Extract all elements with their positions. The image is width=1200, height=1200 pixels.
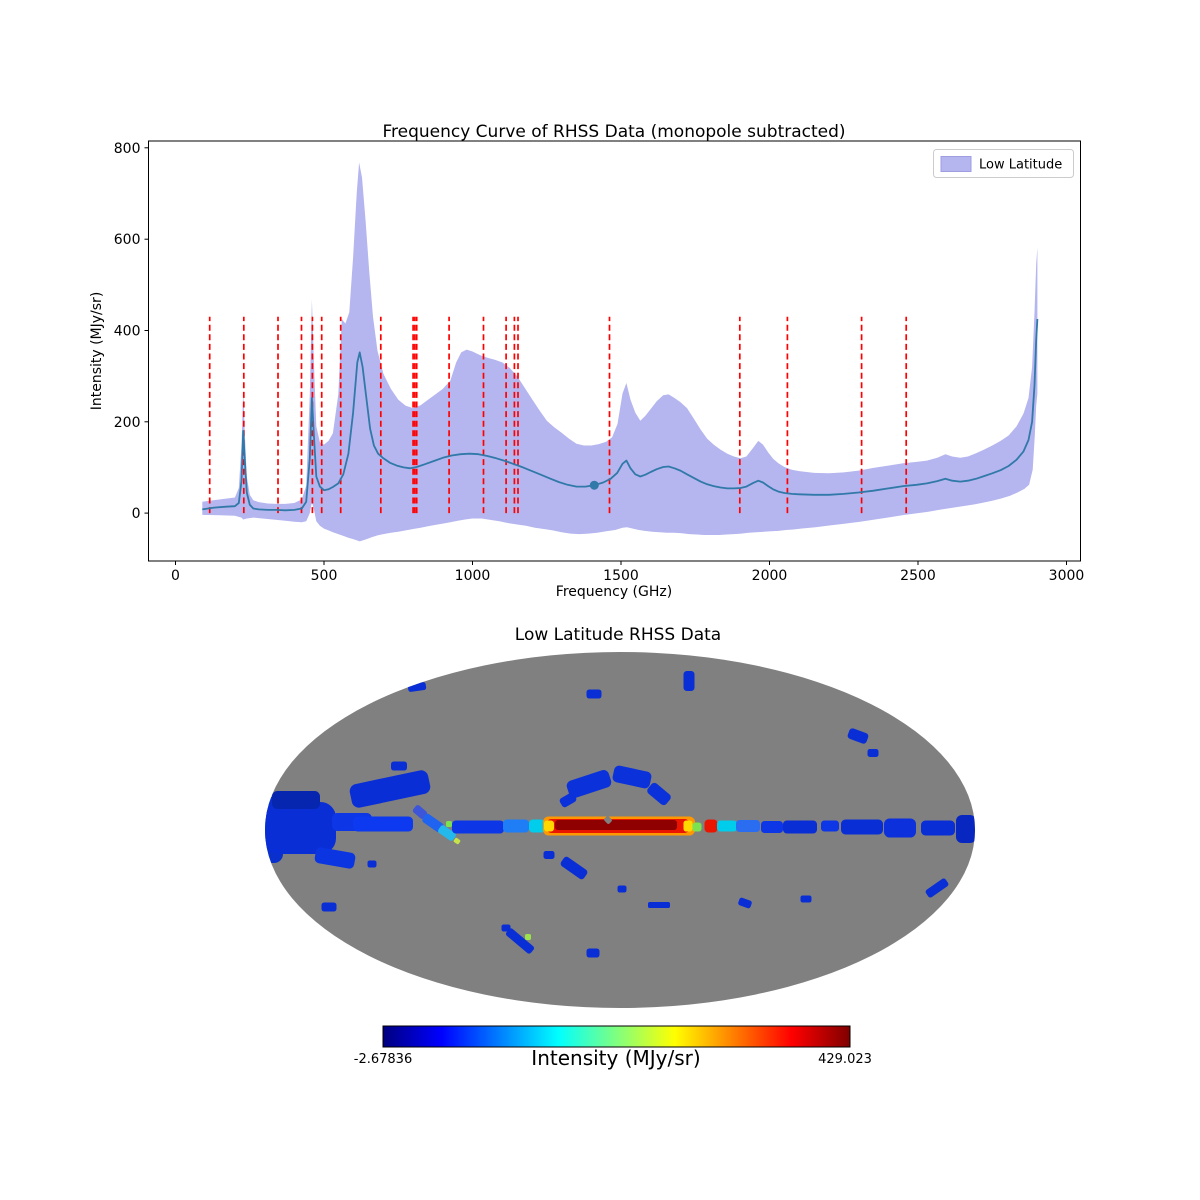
x-tick-label: 0 — [171, 568, 180, 584]
map-cell — [452, 820, 504, 834]
x-tick-label: 1000 — [455, 568, 491, 584]
sky-map-plot — [265, 652, 975, 1048]
map-cell — [925, 878, 949, 898]
x-tick-label: 500 — [311, 568, 338, 584]
colorbar-title: Intensity (MJy/sr) — [531, 1046, 701, 1070]
map-cell — [704, 819, 718, 833]
map-cell — [446, 821, 452, 827]
map-cell — [438, 825, 456, 841]
map-cell — [841, 819, 883, 835]
map-cell — [272, 791, 320, 809]
map-cell — [867, 749, 879, 757]
selected-frequency-marker — [589, 480, 599, 490]
x-tick-label: 2500 — [900, 568, 936, 584]
map-cell — [612, 765, 652, 789]
y-tick-label: 800 — [114, 141, 141, 157]
x-tick-label: 3000 — [1049, 568, 1085, 584]
map-cell — [800, 895, 812, 903]
map-cell — [559, 792, 577, 808]
map-cell — [503, 819, 529, 833]
map-cell — [566, 770, 612, 798]
top-plot: 0 500 1000 1500 2000 2500 3000 0 200 400 600 800 — [114, 140, 1085, 584]
map-cell — [505, 928, 535, 954]
colorbar-min-label: -2.67836 — [353, 1052, 413, 1067]
axes-frame — [148, 140, 1081, 562]
map-cell — [314, 847, 356, 869]
legend: Low Latitude — [933, 149, 1074, 178]
map-title: Low Latitude RHSS Data — [514, 625, 722, 645]
map-cell — [936, 743, 946, 751]
map-cell — [717, 820, 737, 832]
top-y-axis-label: Intensity (MJy/sr) — [89, 291, 105, 411]
map-cell — [821, 820, 839, 832]
uncertainty-band — [202, 162, 1038, 542]
map-cell — [884, 818, 916, 838]
map-cell — [736, 820, 760, 832]
legend-swatch — [940, 156, 972, 172]
y-tick-label: 200 — [114, 415, 141, 431]
map-cell — [761, 821, 783, 833]
map-cell — [555, 820, 677, 830]
map-cell — [353, 816, 413, 832]
map-cell — [907, 700, 927, 718]
y-tick-label: 0 — [132, 506, 141, 522]
map-cell — [783, 820, 817, 834]
colorbar — [382, 1025, 851, 1048]
map-cell — [349, 770, 431, 808]
map-cell — [501, 924, 511, 932]
map-cell — [648, 902, 670, 908]
map-cell — [956, 815, 975, 843]
map-cell — [683, 820, 693, 832]
map-cell — [921, 820, 955, 836]
map-cell — [604, 816, 612, 824]
map-cell — [453, 837, 461, 845]
map-cell — [617, 885, 627, 893]
top-chart-title: Frequency Curve of RHSS Data (monopole s… — [382, 122, 846, 142]
map-cell — [847, 728, 869, 744]
map-cell — [544, 820, 554, 832]
map-cell — [422, 813, 444, 833]
map-cell — [412, 805, 428, 819]
map-cell — [321, 902, 337, 912]
y-tick-label: 400 — [114, 324, 141, 340]
map-cell — [738, 897, 752, 909]
map-cell — [529, 819, 545, 833]
map-cell — [586, 948, 600, 958]
legend-label: Low Latitude — [979, 158, 1062, 173]
map-cell — [683, 671, 695, 691]
map-cell — [543, 851, 555, 859]
colorbar-max-label: 429.023 — [818, 1052, 872, 1067]
map-cell — [647, 782, 671, 806]
x-tick-label: 1500 — [603, 568, 639, 584]
y-tick-label: 600 — [114, 232, 141, 248]
map-cell — [586, 689, 602, 699]
map-cell — [367, 860, 377, 868]
map-cell — [391, 761, 407, 771]
x-tick-label: 2000 — [752, 568, 788, 584]
mean-intensity-line — [202, 318, 1039, 512]
map-cell — [525, 934, 531, 940]
map-cell — [265, 802, 336, 854]
top-x-axis-label: Frequency (GHz) — [555, 584, 673, 600]
map-cell — [692, 822, 702, 832]
map-cell — [560, 856, 588, 880]
